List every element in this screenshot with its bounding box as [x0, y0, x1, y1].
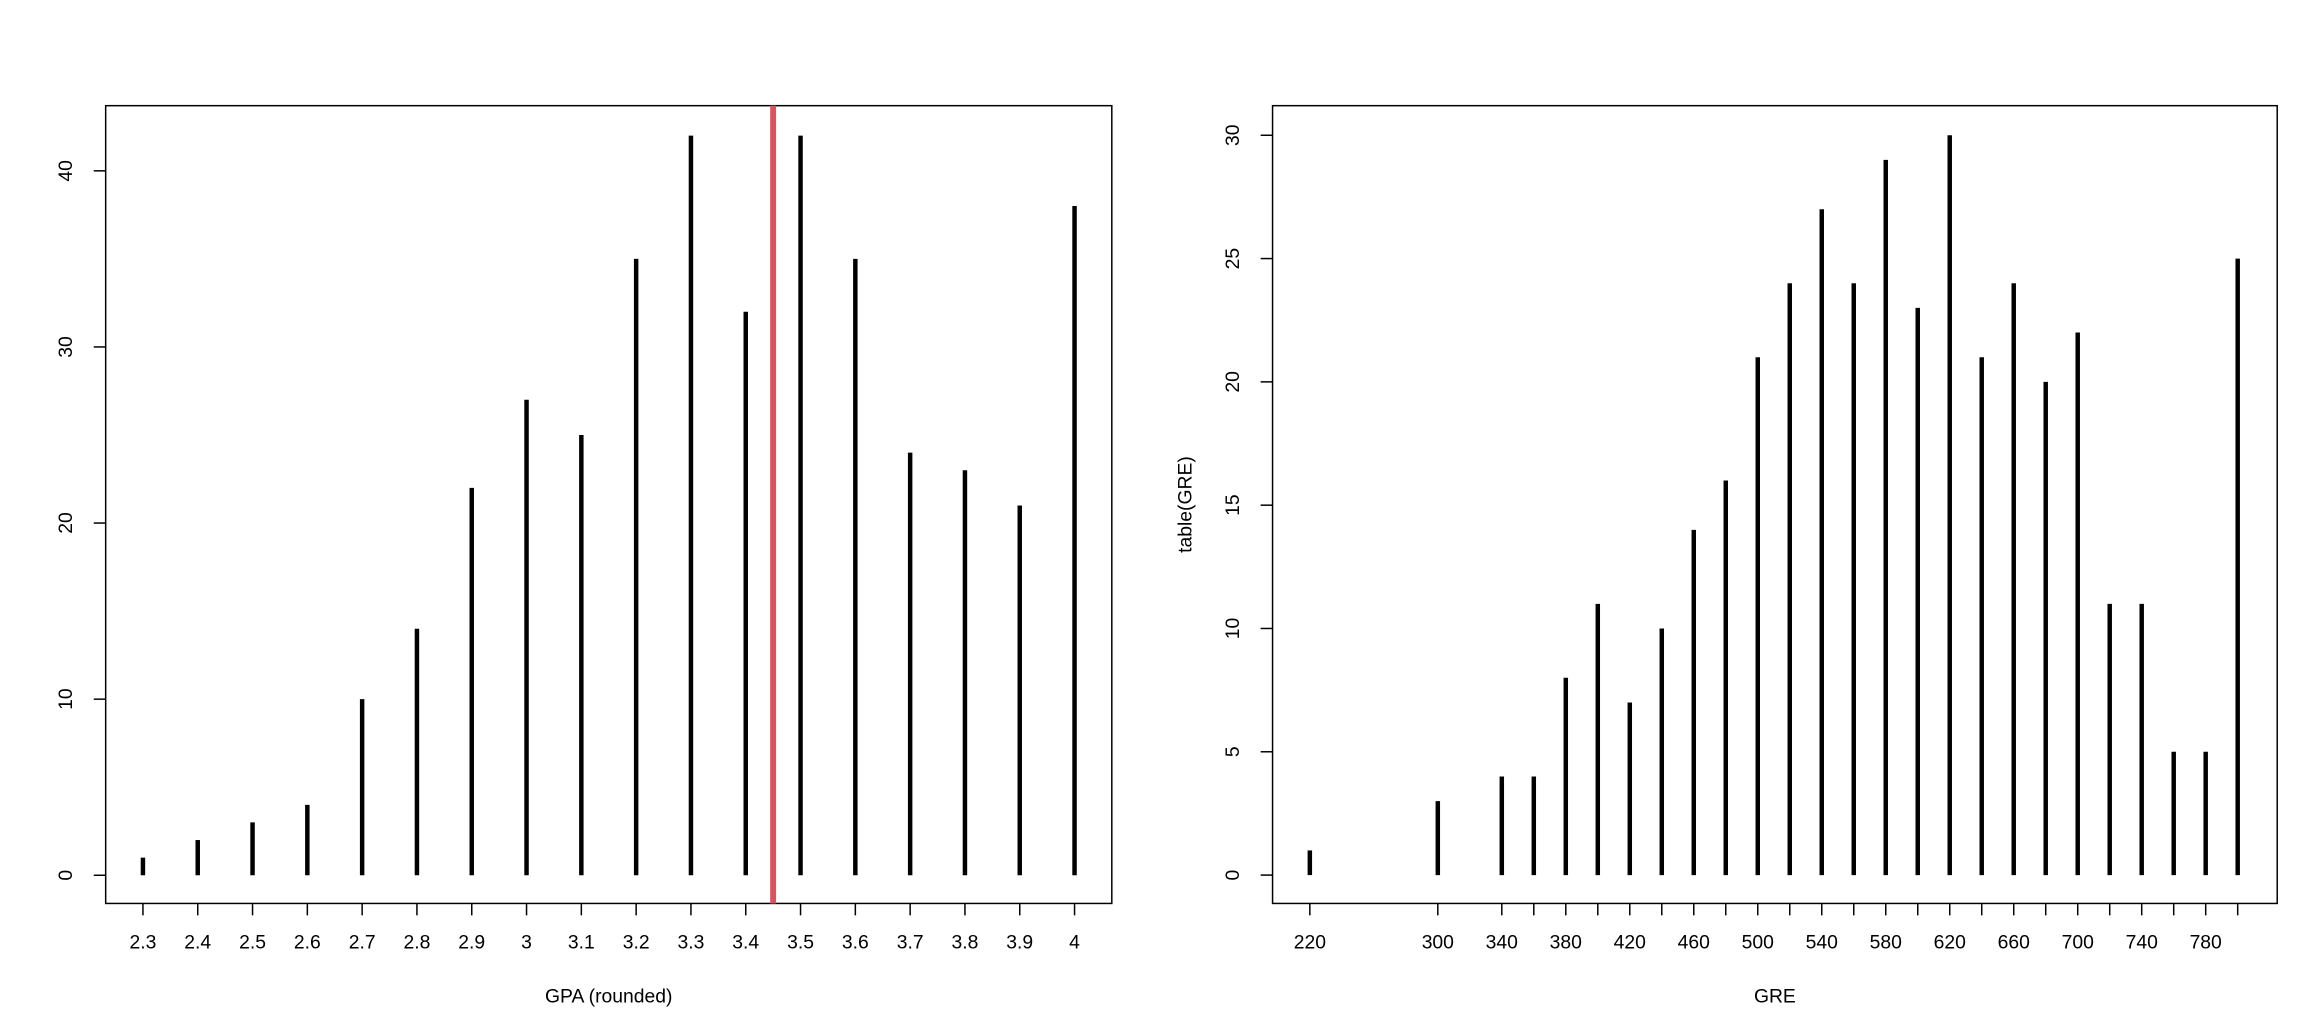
- x-tick-label: 740: [2126, 932, 2158, 954]
- x-tick-label: 3.4: [732, 932, 759, 954]
- y-tick-label: 0: [1222, 870, 1244, 881]
- x-tick-label: 2.5: [239, 932, 266, 954]
- x-tick-label: 220: [1294, 932, 1326, 954]
- x-tick-label: 660: [1998, 932, 2030, 954]
- x-tick-label: 540: [1806, 932, 1838, 954]
- x-tick-label: 340: [1486, 932, 1518, 954]
- y-tick-label: 10: [1222, 618, 1244, 640]
- x-tick-label: 4: [1069, 932, 1080, 954]
- x-tick-label: 3.3: [678, 932, 705, 954]
- x-tick-label: 3.7: [897, 932, 924, 954]
- y-tick-label: 30: [55, 336, 77, 358]
- x-tick-label: 2.3: [130, 932, 157, 954]
- plot-frame: [104, 104, 1113, 905]
- x-tick-label: 2.8: [404, 932, 431, 954]
- x-tick-label: 3.5: [787, 932, 814, 954]
- y-tick-label: 30: [1222, 125, 1244, 146]
- x-tick-label: 3: [521, 932, 532, 954]
- x-tick-label: 380: [1550, 932, 1582, 954]
- x-tick-label: 2.9: [458, 932, 485, 954]
- x-tick-label: 3.2: [623, 932, 650, 954]
- x-tick-label: 3.8: [952, 932, 979, 954]
- y-tick-label: 20: [55, 512, 77, 534]
- x-axis-label: GRE: [1754, 985, 1796, 1007]
- x-tick-label: 300: [1422, 932, 1454, 954]
- x-tick-label: 3.6: [842, 932, 869, 954]
- x-tick-label: 2.4: [184, 932, 211, 954]
- x-tick-label: 780: [2190, 932, 2222, 954]
- y-tick-label: 10: [55, 688, 77, 710]
- x-axis-label: GPA (rounded): [545, 985, 673, 1007]
- x-tick-label: 2.7: [349, 932, 376, 954]
- y-tick-label: 25: [1222, 248, 1244, 269]
- plot-frame: [1271, 104, 2278, 905]
- x-tick-label: 3.1: [568, 932, 595, 954]
- x-tick-label: 3.9: [1006, 932, 1033, 954]
- y-tick-label: 5: [1222, 746, 1244, 757]
- y-tick-label: 0: [55, 870, 77, 881]
- x-tick-label: 700: [2062, 932, 2094, 954]
- x-tick-label: 620: [1934, 932, 1966, 954]
- x-tick-label: 460: [1678, 932, 1710, 954]
- x-tick-label: 500: [1742, 932, 1774, 954]
- y-tick-label: 20: [1222, 371, 1244, 393]
- y-axis-label: table(GRE): [1174, 456, 1196, 553]
- x-tick-label: 580: [1870, 932, 1902, 954]
- x-tick-label: 2.6: [294, 932, 321, 954]
- y-tick-label: 15: [1222, 494, 1244, 515]
- x-tick-label: 420: [1614, 932, 1646, 954]
- y-tick-label: 40: [55, 160, 77, 182]
